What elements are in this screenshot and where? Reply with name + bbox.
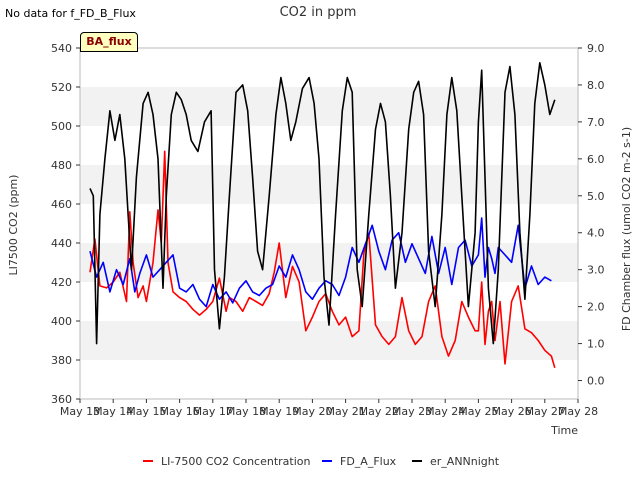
series-line-li-7500-co2-concentration	[89, 150, 556, 369]
legend-label: FD_A_Flux	[340, 455, 397, 468]
x-tick-label: May 16	[159, 405, 199, 418]
x-tick-label: May 27	[525, 405, 565, 418]
x-tick-label: May 28	[558, 405, 598, 418]
y-tick-label-left: 540	[51, 42, 72, 55]
y-tick-label-left: 360	[51, 393, 72, 406]
y-tick-label-right: 1.0	[587, 338, 605, 351]
x-tick-label: May 25	[458, 405, 498, 418]
grid-band	[80, 87, 578, 126]
y-tick-label-left: 440	[51, 237, 72, 250]
y-tick-label-left: 400	[51, 315, 72, 328]
y-tick-label-right: 7.0	[587, 116, 605, 129]
x-tick-label: May 13	[60, 405, 100, 418]
x-tick-label: May 19	[259, 405, 299, 418]
x-tick-label: May 18	[226, 405, 266, 418]
y-tick-label-left: 420	[51, 276, 72, 289]
y-tick-label-left: 460	[51, 198, 72, 211]
y-axis-right-label: FD Chamber flux (umol CO2 m-2 s-1)	[620, 127, 633, 331]
y-tick-label-left: 480	[51, 159, 72, 172]
y-tick-label-left: 380	[51, 354, 72, 367]
grid-band	[80, 126, 578, 165]
x-tick-label: May 26	[491, 405, 531, 418]
grid-band	[80, 165, 578, 204]
no-data-note: No data for f_FD_B_Flux	[5, 7, 136, 20]
y-tick-label-right: 0.0	[587, 375, 605, 388]
legend-label: LI-7500 CO2 Concentration	[161, 455, 311, 468]
x-tick-label: May 22	[359, 405, 399, 418]
y-tick-label-right: 9.0	[587, 42, 605, 55]
plot-frame	[79, 47, 579, 400]
x-tick-label: May 20	[292, 405, 332, 418]
legend: LI-7500 CO2 Concentration FD_A_Flux er_ANN…	[143, 455, 500, 468]
x-tick-label: May 15	[126, 405, 166, 418]
legend-label: er_ANNnight	[430, 455, 500, 468]
series-line-er-annnight	[89, 61, 556, 345]
y-tick-label-left: 500	[51, 120, 72, 133]
x-axis-label: Time	[550, 424, 578, 437]
grid-band	[80, 360, 578, 399]
x-tick-label: May 14	[93, 405, 133, 418]
chart-title: CO2 in ppm	[280, 5, 357, 20]
y-tick-label-right: 8.0	[587, 79, 605, 92]
y-tick-label-right: 2.0	[587, 301, 605, 314]
x-tick-label: May 24	[425, 405, 465, 418]
x-tick-label: May 23	[392, 405, 432, 418]
grid-band	[80, 48, 578, 87]
y-tick-label-right: 6.0	[587, 153, 605, 166]
y-tick-label-right: 4.0	[587, 227, 605, 240]
y-tick-label-right: 3.0	[587, 264, 605, 277]
y-tick-label-right: 5.0	[587, 190, 605, 203]
y-axis-left-label: LI7500 CO2 (ppm)	[7, 175, 20, 276]
x-tick-label: May 17	[193, 405, 233, 418]
x-tick-label: May 21	[325, 405, 365, 418]
y-tick-label-left: 520	[51, 81, 72, 94]
series-line-fd-a-flux	[89, 217, 552, 308]
site-badge: BA_flux	[80, 32, 138, 52]
